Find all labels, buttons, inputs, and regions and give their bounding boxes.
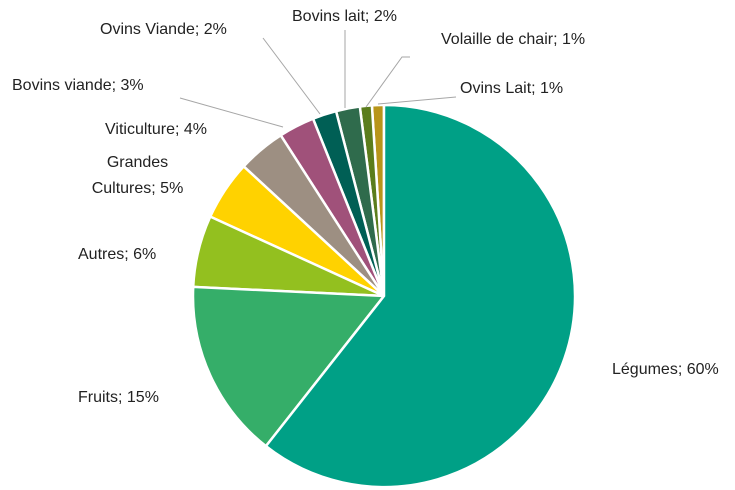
leader-line xyxy=(365,56,410,108)
data-label: Volaille de chair; 1% xyxy=(441,31,586,48)
leader-line xyxy=(179,97,284,128)
data-label: Bovins lait; 2% xyxy=(292,8,397,25)
pie-slice xyxy=(191,285,387,448)
data-label: Légumes; 60% xyxy=(612,361,719,378)
data-label: Grandes Cultures; 5% xyxy=(91,154,184,197)
data-label: Viticulture; 4% xyxy=(105,121,207,138)
data-label: Ovins Lait; 1% xyxy=(460,80,564,97)
leader-line xyxy=(377,96,457,105)
pie-slice xyxy=(264,103,577,489)
data-label: Fruits; 15% xyxy=(78,389,159,406)
leader-line xyxy=(262,37,321,115)
data-label: Ovins Viande; 2% xyxy=(100,21,227,38)
data-label: Autres; 6% xyxy=(78,246,157,263)
data-label: Bovins viande; 3% xyxy=(12,77,144,94)
